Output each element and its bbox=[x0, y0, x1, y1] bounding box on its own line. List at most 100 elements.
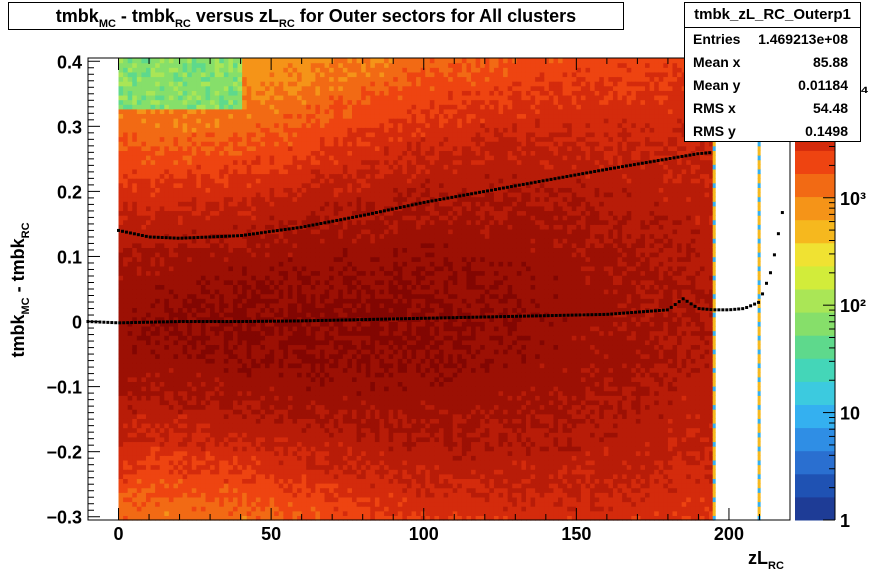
heatmap-cell bbox=[315, 501, 321, 507]
heatmap-cell bbox=[219, 168, 225, 175]
heatmap-cell bbox=[145, 302, 152, 309]
heatmap-cell bbox=[210, 205, 216, 212]
heatmap-cell bbox=[310, 196, 316, 202]
heatmap-cell bbox=[159, 81, 165, 87]
heatmap-cell bbox=[315, 422, 321, 429]
heatmap-cell bbox=[329, 473, 335, 480]
heatmap-cell bbox=[265, 441, 271, 447]
heatmap-cell bbox=[173, 210, 179, 216]
heatmap-cell bbox=[132, 168, 138, 175]
heatmap-cell bbox=[315, 62, 321, 68]
heatmap-cell bbox=[228, 446, 234, 452]
heatmap-cell bbox=[315, 196, 321, 202]
heatmap-cell bbox=[232, 284, 239, 290]
heatmap-cell bbox=[292, 510, 298, 516]
heatmap-cell bbox=[269, 67, 275, 73]
heatmap-cell bbox=[200, 330, 207, 336]
heatmap-cell bbox=[136, 510, 143, 516]
heatmap-cell bbox=[191, 469, 197, 475]
heatmap-cell bbox=[150, 127, 156, 133]
heatmap-cell bbox=[260, 335, 266, 341]
heatmap-cell bbox=[145, 459, 152, 466]
heatmap-cell bbox=[246, 459, 252, 466]
heatmap-cell bbox=[278, 302, 284, 309]
heatmap-cell bbox=[319, 344, 326, 350]
heatmap-cell bbox=[155, 455, 161, 461]
heatmap-cell bbox=[338, 413, 344, 419]
heatmap-cell bbox=[232, 418, 239, 424]
heatmap-cell bbox=[269, 279, 275, 285]
heatmap-cell bbox=[132, 182, 138, 188]
heatmap-cell bbox=[214, 99, 220, 105]
heatmap-cell bbox=[265, 321, 271, 327]
heatmap-cell bbox=[187, 228, 193, 235]
heatmap-cell bbox=[178, 256, 184, 262]
heatmap-cell bbox=[136, 483, 143, 489]
heatmap-cell bbox=[127, 173, 133, 179]
heatmap-cell bbox=[219, 270, 225, 276]
heatmap-cell bbox=[210, 164, 216, 170]
heatmap-cell bbox=[150, 325, 156, 332]
heatmap-cell bbox=[265, 90, 271, 96]
heatmap-cell bbox=[283, 159, 289, 165]
heatmap-cell bbox=[187, 409, 193, 415]
heatmap-cell bbox=[329, 256, 335, 262]
heatmap-cell bbox=[155, 270, 161, 276]
heatmap-cell bbox=[145, 136, 152, 142]
heatmap-cell bbox=[164, 215, 170, 221]
heatmap-cell bbox=[196, 372, 202, 378]
heatmap-cell bbox=[278, 496, 284, 503]
heatmap-cell bbox=[278, 219, 284, 225]
heatmap-cell bbox=[310, 201, 316, 207]
heatmap-cell bbox=[168, 127, 175, 133]
heatmap-cell bbox=[145, 418, 152, 424]
heatmap-cell bbox=[324, 127, 330, 133]
heatmap-cell bbox=[145, 127, 152, 133]
heatmap-cell bbox=[178, 113, 184, 119]
heatmap-cell bbox=[232, 71, 239, 78]
heatmap-cell bbox=[283, 228, 289, 235]
heatmap-cell bbox=[283, 450, 289, 456]
heatmap-cell bbox=[214, 122, 220, 128]
heatmap-cell bbox=[168, 330, 175, 336]
heatmap-cell bbox=[278, 178, 284, 184]
heatmap-cell bbox=[287, 247, 294, 253]
heatmap-cell bbox=[182, 265, 188, 272]
heatmap-cell bbox=[168, 131, 175, 138]
heatmap-cell bbox=[200, 150, 207, 156]
heatmap-cell bbox=[127, 436, 133, 443]
heatmap-cell bbox=[205, 492, 211, 498]
heatmap-cell bbox=[315, 67, 321, 73]
heatmap-cell bbox=[306, 219, 312, 225]
heatmap-cell bbox=[164, 270, 170, 276]
heatmap-cell bbox=[292, 238, 298, 244]
heatmap-cell bbox=[200, 404, 207, 410]
heatmap-cell bbox=[214, 242, 220, 249]
heatmap-cell bbox=[205, 108, 211, 115]
heatmap-cell bbox=[333, 390, 339, 396]
heatmap-cell bbox=[132, 325, 138, 332]
heatmap-cell bbox=[150, 483, 156, 489]
heatmap-cell bbox=[260, 104, 266, 110]
heatmap-cell bbox=[315, 247, 321, 253]
heatmap-cell bbox=[210, 422, 216, 429]
heatmap-cell bbox=[265, 205, 271, 212]
heatmap-cell bbox=[242, 376, 248, 382]
heatmap-cell bbox=[292, 427, 298, 433]
heatmap-cell bbox=[219, 118, 225, 124]
heatmap-cell bbox=[141, 298, 147, 304]
heatmap-cell bbox=[136, 455, 143, 461]
heatmap-cell bbox=[265, 113, 271, 119]
heatmap-cell bbox=[132, 432, 138, 438]
heatmap-cell bbox=[237, 136, 243, 142]
heatmap-cell bbox=[132, 81, 138, 87]
heatmap-cell bbox=[260, 358, 266, 364]
heatmap-cell bbox=[205, 261, 211, 267]
heatmap-cell bbox=[265, 362, 271, 369]
heatmap-cell bbox=[306, 233, 312, 239]
heatmap-cell bbox=[196, 404, 202, 410]
heatmap-cell bbox=[297, 58, 303, 64]
heatmap-cell bbox=[246, 450, 252, 456]
heatmap-cell bbox=[333, 224, 339, 230]
heatmap-cell bbox=[265, 339, 271, 346]
